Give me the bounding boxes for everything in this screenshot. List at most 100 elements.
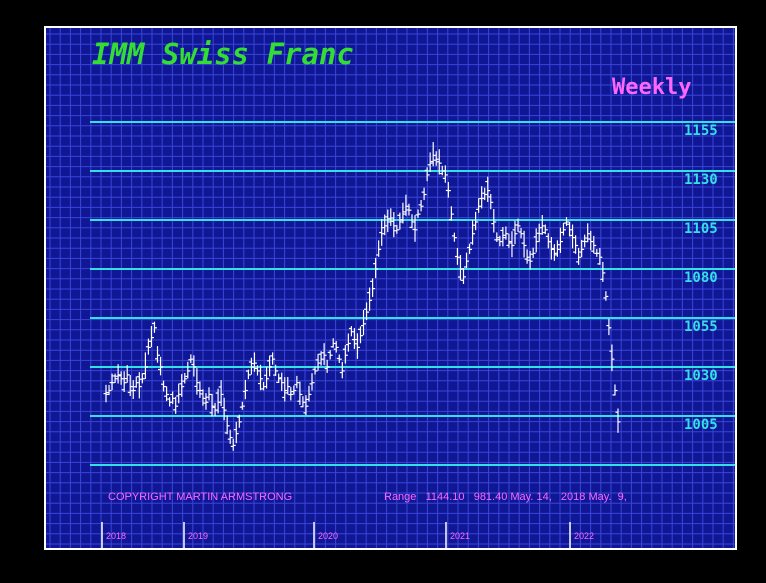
price-bar bbox=[551, 244, 557, 261]
price-bar bbox=[245, 369, 251, 380]
price-bar bbox=[573, 235, 579, 254]
year-label: 2021 bbox=[450, 531, 470, 541]
price-bar bbox=[348, 326, 354, 337]
price-bar bbox=[548, 236, 554, 260]
price-bar bbox=[394, 224, 400, 234]
price-bar bbox=[542, 224, 548, 235]
price-bar bbox=[485, 176, 491, 202]
level-label: 1005 bbox=[684, 417, 718, 433]
copyright-text: COPYRIGHT MARTIN ARMSTRONG bbox=[108, 491, 292, 503]
price-bar bbox=[139, 373, 145, 384]
price-bar bbox=[439, 165, 445, 176]
price-bar bbox=[406, 203, 412, 216]
price-bar bbox=[215, 388, 221, 414]
price-bar bbox=[170, 391, 176, 404]
price-bar bbox=[436, 149, 442, 175]
price-bar bbox=[473, 211, 479, 231]
price-bar bbox=[391, 212, 397, 238]
price-bar bbox=[261, 382, 267, 391]
price-bar bbox=[454, 248, 460, 265]
price-bar bbox=[506, 233, 512, 248]
price-bar bbox=[530, 247, 536, 258]
price-bar bbox=[357, 326, 363, 344]
price-bar bbox=[282, 377, 288, 402]
price-bar bbox=[467, 243, 473, 255]
price-bar bbox=[351, 328, 357, 349]
price-bar bbox=[221, 397, 227, 421]
price-bar bbox=[445, 181, 451, 198]
price-bar bbox=[600, 261, 606, 282]
price-bar bbox=[158, 356, 164, 376]
price-bar bbox=[242, 379, 248, 400]
price-bar bbox=[127, 375, 133, 397]
price-bar bbox=[588, 230, 594, 251]
price-bar bbox=[615, 408, 621, 433]
price-bar bbox=[442, 165, 448, 183]
price-bar bbox=[570, 224, 576, 249]
year-axis: 2018 2019 2020 2021 2022 bbox=[101, 522, 594, 548]
price-bar bbox=[124, 365, 130, 383]
price-bar bbox=[373, 257, 379, 279]
price-bar bbox=[200, 389, 206, 406]
price-bar bbox=[464, 252, 470, 269]
price-bar bbox=[388, 208, 394, 226]
price-bar bbox=[273, 364, 279, 376]
price-bar bbox=[164, 386, 170, 402]
price-bar bbox=[151, 321, 157, 333]
price-bar bbox=[109, 373, 115, 391]
price-bar bbox=[424, 167, 430, 182]
price-bar bbox=[418, 199, 424, 212]
price-bar bbox=[230, 438, 236, 451]
price-bar bbox=[236, 414, 242, 428]
price-bar bbox=[330, 338, 336, 348]
price-bar bbox=[258, 364, 264, 391]
price-bar bbox=[361, 310, 367, 336]
price-bar bbox=[339, 361, 345, 379]
price-bar bbox=[248, 357, 254, 375]
price-bar bbox=[224, 415, 230, 435]
price-bar bbox=[182, 372, 188, 384]
price-bar bbox=[212, 402, 218, 417]
price-bar bbox=[227, 429, 233, 444]
price-bar bbox=[457, 254, 463, 281]
price-bar bbox=[276, 373, 282, 384]
price-bar bbox=[112, 373, 118, 383]
price-bar bbox=[433, 151, 439, 166]
price-bar bbox=[103, 384, 109, 403]
price-bar bbox=[533, 228, 539, 253]
price-bar bbox=[297, 381, 303, 405]
price-bar bbox=[203, 393, 209, 410]
price-bar bbox=[427, 152, 433, 172]
price-bar bbox=[185, 361, 191, 379]
price-bar bbox=[121, 371, 127, 393]
price-bar bbox=[594, 249, 600, 257]
price-bar bbox=[336, 354, 342, 363]
price-bar bbox=[503, 226, 509, 240]
price-bar bbox=[430, 142, 436, 167]
price-bar bbox=[197, 381, 203, 398]
price-bar bbox=[582, 234, 588, 248]
price-bar bbox=[591, 235, 597, 254]
price-bar bbox=[367, 287, 373, 311]
price-bar bbox=[233, 421, 239, 444]
price-bar bbox=[527, 250, 533, 270]
price-bar bbox=[115, 364, 121, 384]
price-bar bbox=[321, 343, 327, 366]
price-bar bbox=[567, 221, 573, 237]
price-bar bbox=[364, 302, 370, 321]
price-bar bbox=[597, 247, 603, 265]
price-bar bbox=[309, 373, 315, 391]
price-bar bbox=[254, 365, 260, 376]
level-label: 1155 bbox=[684, 123, 718, 139]
price-bar bbox=[130, 380, 136, 399]
period-label: Weekly bbox=[612, 75, 691, 100]
chart-frame: 1155 1130 1105 1080 1055 1030 1005 IMM Swiss F… bbox=[44, 26, 737, 550]
price-bar bbox=[209, 393, 215, 417]
price-bar bbox=[354, 333, 360, 359]
price-bar bbox=[385, 209, 391, 233]
price-bar bbox=[451, 232, 457, 242]
price-bar bbox=[145, 338, 151, 355]
price-bar bbox=[500, 226, 506, 247]
price-bar bbox=[239, 401, 245, 410]
price-bar bbox=[173, 396, 179, 414]
